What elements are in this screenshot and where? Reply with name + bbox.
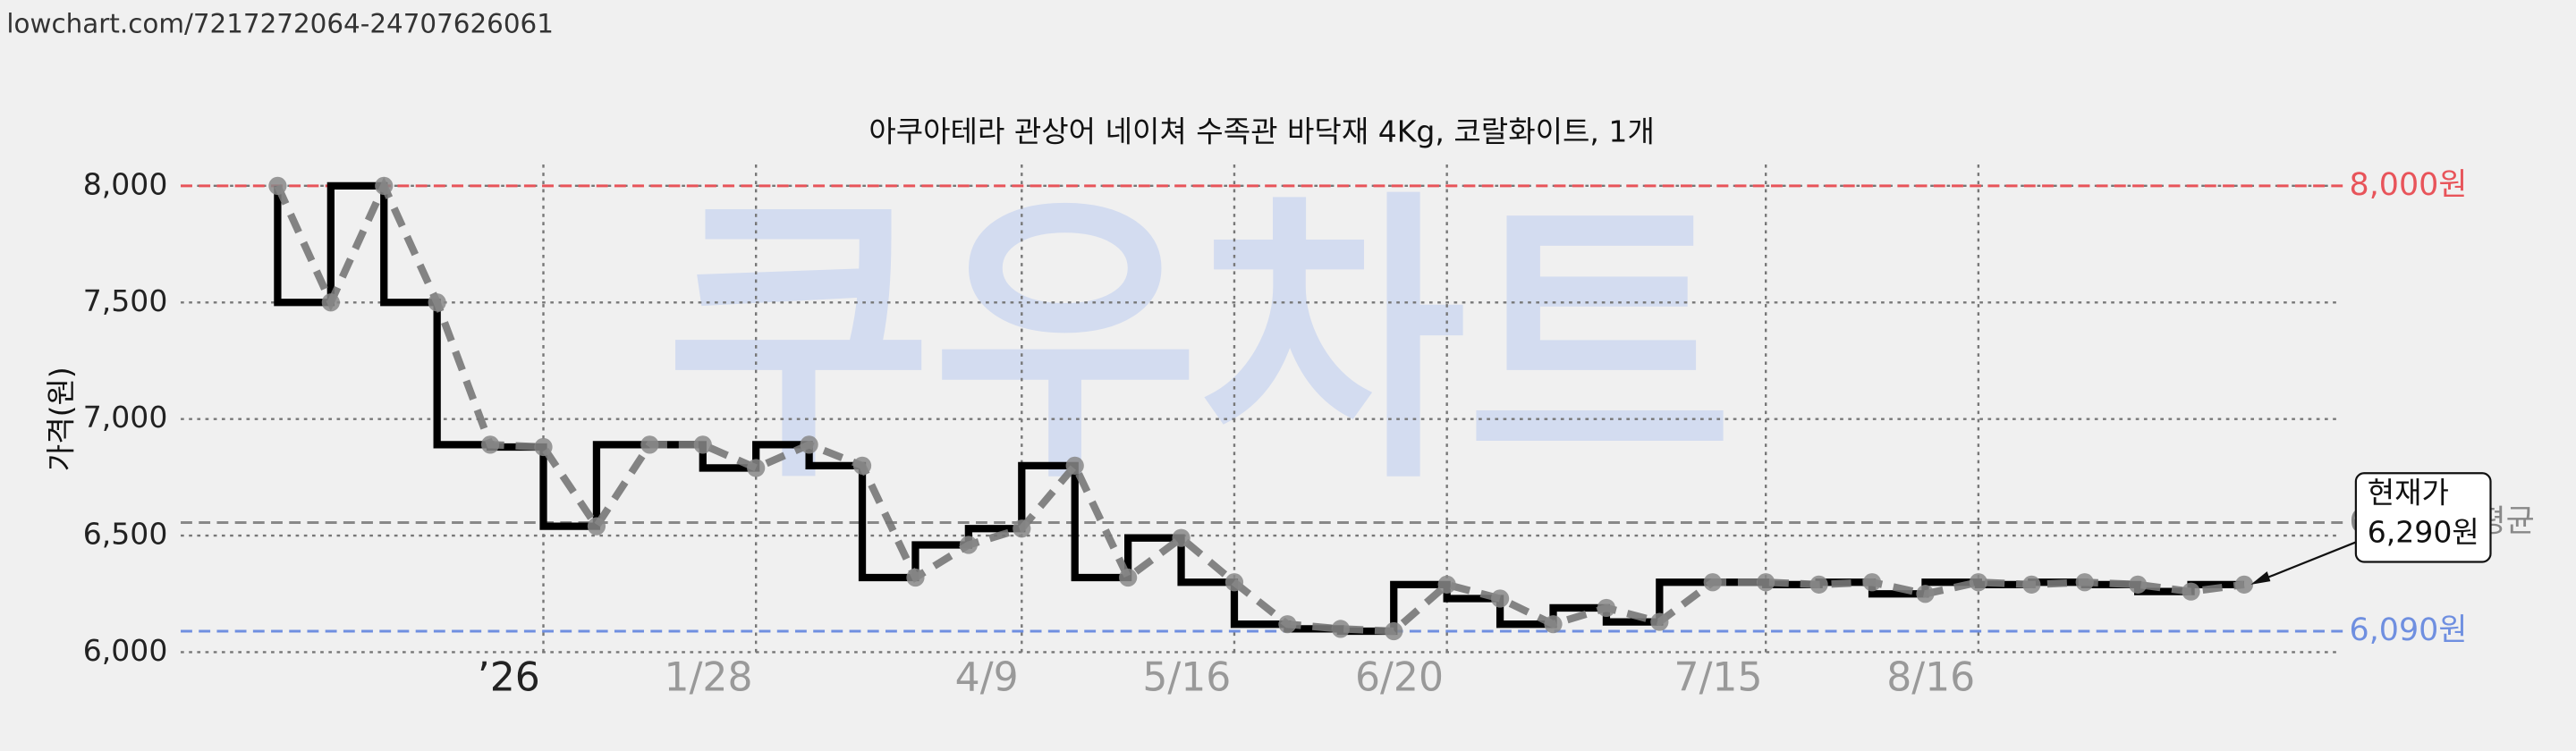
x-tick-label: ’26 bbox=[478, 655, 540, 701]
point bbox=[1172, 528, 1191, 547]
point bbox=[959, 536, 978, 554]
callout-box bbox=[2354, 472, 2492, 563]
point bbox=[1437, 575, 1456, 594]
point bbox=[1119, 568, 1138, 587]
y-tick-label: 6,500 bbox=[83, 517, 168, 552]
point bbox=[1597, 598, 1616, 618]
point bbox=[906, 568, 925, 587]
point bbox=[268, 176, 287, 195]
point bbox=[1650, 612, 1669, 631]
point bbox=[1013, 519, 1031, 538]
point bbox=[1809, 575, 1828, 594]
point bbox=[800, 435, 818, 454]
point bbox=[1331, 620, 1350, 638]
y-tick-label: 6,000 bbox=[83, 633, 168, 668]
point bbox=[480, 435, 500, 454]
point bbox=[587, 517, 606, 536]
reference-label: 6,090원 bbox=[2350, 612, 2468, 648]
point bbox=[1490, 589, 1510, 608]
x-tick-label: 1/28 bbox=[665, 655, 753, 701]
point bbox=[1703, 573, 1722, 592]
point bbox=[1065, 456, 1084, 475]
point bbox=[2022, 575, 2041, 594]
callout-arrowhead bbox=[2250, 571, 2271, 585]
point bbox=[321, 293, 340, 312]
callout-arrow bbox=[2253, 541, 2357, 585]
point bbox=[375, 176, 394, 195]
reference-label: 8,000원 bbox=[2350, 167, 2468, 203]
x-tick-label: 8/16 bbox=[1886, 655, 1975, 701]
point bbox=[747, 459, 766, 477]
chart-title: 아쿠아테라 관상어 네이쳐 수족관 바닥재 4Kg, 코랄화이트, 1개 bbox=[869, 114, 1655, 149]
x-tick-label: 7/15 bbox=[1674, 655, 1763, 701]
x-tick-label: 6/20 bbox=[1355, 655, 1444, 701]
callout-value: 6,290원 bbox=[2368, 515, 2479, 550]
point bbox=[534, 437, 553, 457]
point bbox=[1916, 585, 1935, 603]
callout-title: 현재가 bbox=[2368, 476, 2449, 511]
point bbox=[693, 435, 712, 454]
point bbox=[1969, 573, 1987, 592]
x-tick-label: 4/9 bbox=[955, 655, 1019, 701]
x-tick-label: 5/16 bbox=[1142, 655, 1231, 701]
y-tick-label: 7,000 bbox=[83, 400, 168, 435]
point bbox=[2129, 575, 2148, 594]
y-tick-label: 7,500 bbox=[83, 283, 168, 318]
y-tick-label: 8,000 bbox=[83, 166, 168, 201]
point bbox=[1757, 573, 1775, 592]
point bbox=[640, 435, 659, 454]
trend-line bbox=[274, 176, 2245, 636]
point bbox=[1385, 621, 1403, 641]
point bbox=[2182, 582, 2200, 601]
point bbox=[1862, 573, 1882, 592]
point bbox=[1544, 615, 1563, 634]
point bbox=[428, 293, 446, 312]
point bbox=[2075, 573, 2094, 592]
y-axis-label: 가격(원) bbox=[43, 367, 78, 471]
url: lowchart.com/7217272064-24707626061 bbox=[6, 8, 554, 38]
watermark: 쿠우차트 bbox=[665, 167, 1733, 520]
point bbox=[852, 456, 872, 475]
point bbox=[2234, 575, 2254, 594]
point bbox=[1278, 615, 1297, 634]
point bbox=[1224, 573, 1244, 592]
